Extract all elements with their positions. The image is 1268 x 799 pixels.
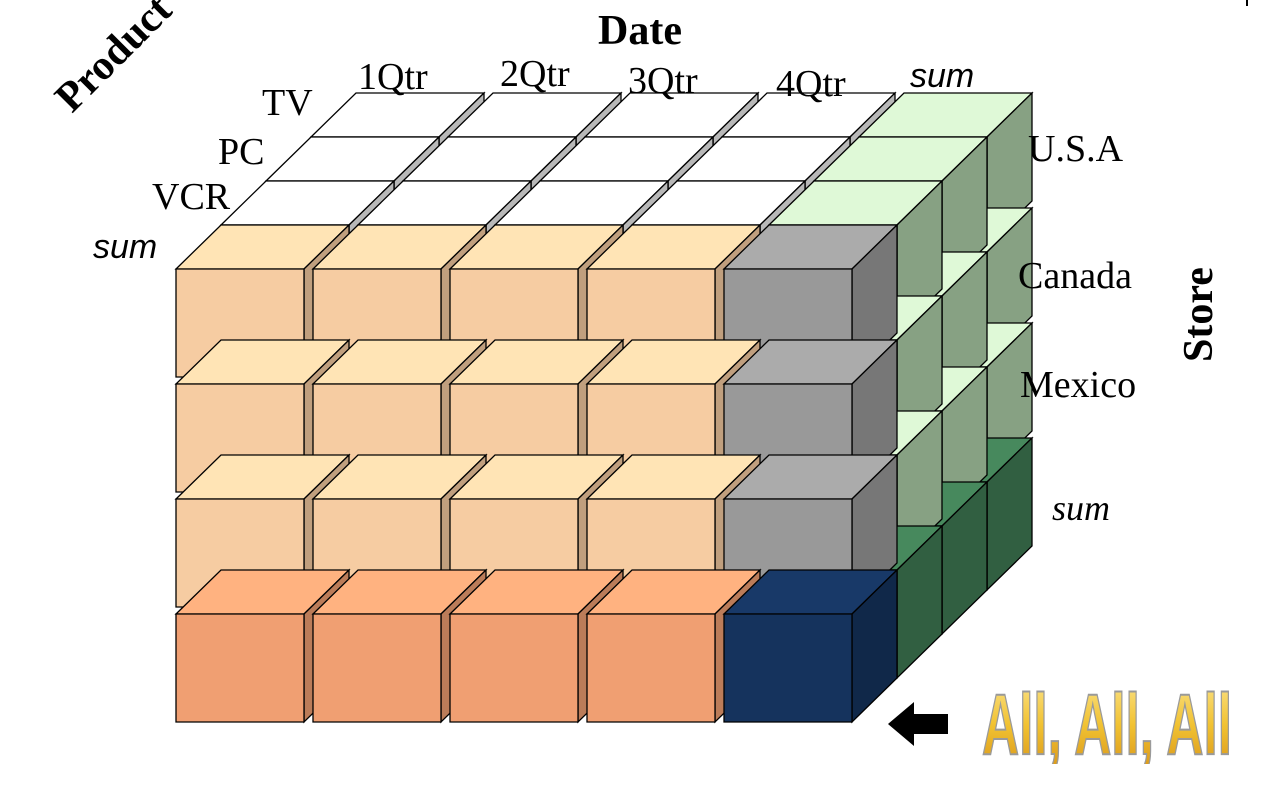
corner-tick [1246, 0, 1248, 6]
store-label-sum: sum [1052, 488, 1111, 528]
date-label-1qtr: 1Qtr [358, 56, 428, 98]
date-label-3qtr: 3Qtr [628, 60, 698, 102]
store-label-mexico: Mexico [1020, 364, 1137, 406]
date-label-2qtr: 2Qtr [500, 53, 570, 95]
store-axis-title: Store [1176, 267, 1222, 362]
product-label-vcr: VCR [152, 176, 231, 218]
all-all-all-callout: All, All, All [981, 684, 1233, 764]
left-arrow-icon [888, 702, 948, 746]
product-label-sum: sum [93, 228, 158, 266]
callout-text: All, All, All [982, 684, 1232, 764]
product-label-tv: TV [262, 82, 313, 124]
cube-1-3-0-front [312, 613, 442, 723]
date-axis-title: Date [598, 8, 682, 54]
cube-4-3-0-front [723, 613, 853, 723]
store-label-canada: Canada [1018, 255, 1132, 297]
product-label-pc: PC [218, 131, 265, 173]
date-label-4qtr: 4Qtr [776, 63, 846, 105]
cube-3-3-0-front [586, 613, 716, 723]
store-label-usa: U.S.A [1028, 128, 1124, 170]
cube-2-3-0-front [449, 613, 579, 723]
cube-0-3-0-front [175, 613, 305, 723]
date-label-sum: sum [910, 57, 975, 95]
